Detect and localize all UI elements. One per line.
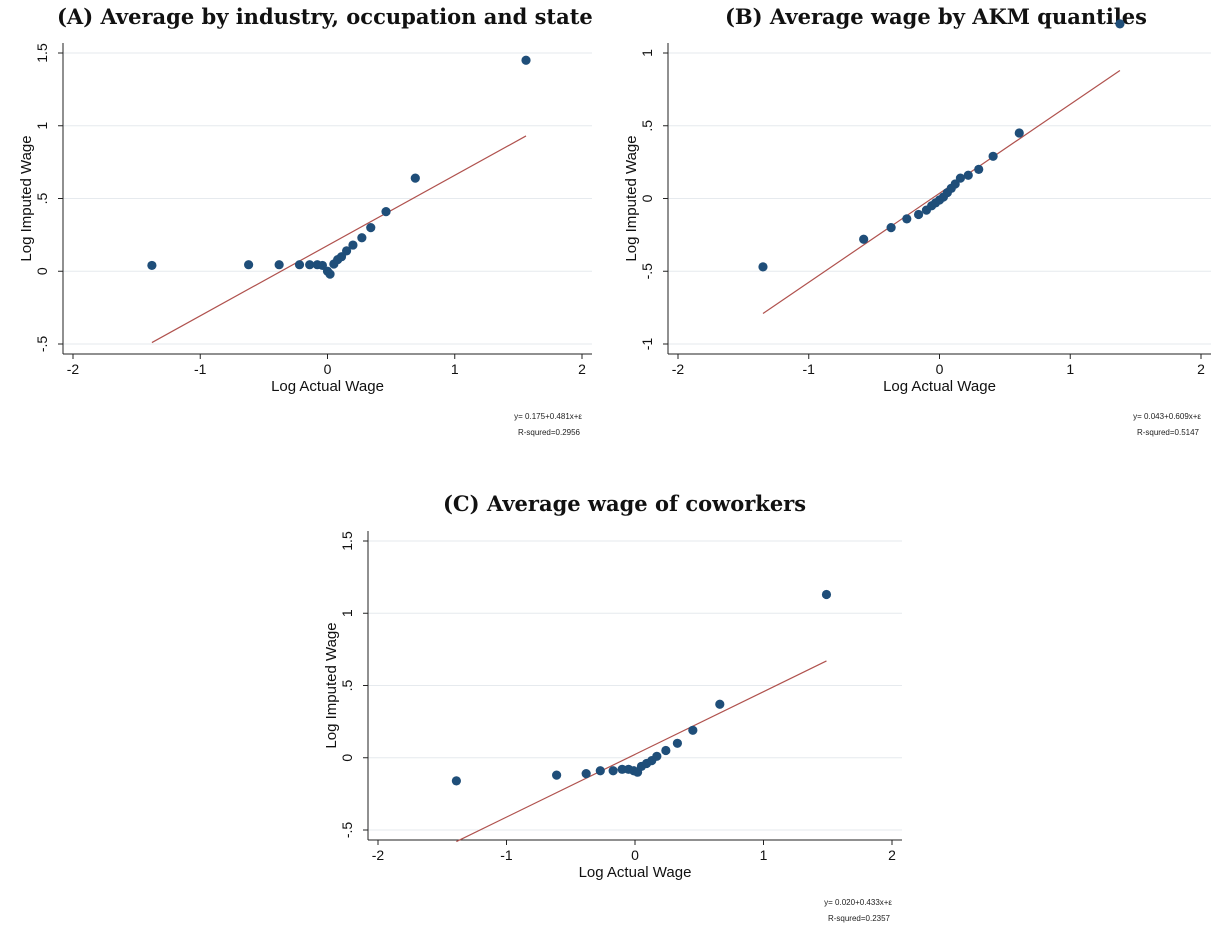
data-point xyxy=(715,699,725,709)
data-point xyxy=(244,260,254,270)
x-axis-title: Log Actual Wage xyxy=(579,864,692,881)
x-axis-title: Log Actual Wage xyxy=(883,378,996,395)
fit-equation: y= 0.043+0.609x+ε xyxy=(1133,412,1201,421)
data-point xyxy=(305,260,315,270)
x-tick-label: -1 xyxy=(194,361,207,377)
data-point xyxy=(595,766,605,776)
panel-c-title: (C) Average wage of coworkers xyxy=(443,491,807,516)
data-point xyxy=(913,209,924,220)
data-point xyxy=(294,260,305,270)
y-tick-label: -.5 xyxy=(639,263,655,280)
fit-equation: y= 0.020+0.433x+ε xyxy=(824,898,892,907)
data-point xyxy=(758,262,768,272)
y-tick-label: -1 xyxy=(639,338,655,351)
x-tick-label: 1 xyxy=(1066,361,1074,377)
y-tick-label: 1 xyxy=(639,49,655,57)
y-axis-title: Log Imputed Wage xyxy=(623,135,640,261)
y-tick-label: -.5 xyxy=(339,822,355,839)
y-tick-label: .5 xyxy=(339,679,355,691)
panel-c-chart: -2 -1 0 1 2 -.5 0 .5 1 1.5 Log Actual Wage Log Impu… xyxy=(323,531,902,923)
y-tick-label: .5 xyxy=(34,192,50,204)
data-point xyxy=(672,738,683,748)
x-tick-label: 2 xyxy=(888,847,896,863)
fit-line xyxy=(151,135,527,344)
x-tick-label: -2 xyxy=(67,361,80,377)
r-squared-note: R-squred=0.2357 xyxy=(828,914,891,923)
data-point xyxy=(147,260,157,271)
data-point xyxy=(381,206,391,217)
data-point xyxy=(963,170,973,180)
r-squared-note: R-squred=0.2956 xyxy=(518,428,581,437)
x-tick-label: -2 xyxy=(672,361,685,377)
data-point xyxy=(688,725,698,735)
x-tick-label: 0 xyxy=(631,847,639,863)
x-tick-label: -1 xyxy=(803,361,816,377)
data-point xyxy=(974,164,984,174)
x-tick-label: 0 xyxy=(936,361,944,377)
data-point xyxy=(274,260,284,270)
y-tick-label: 0 xyxy=(339,754,355,762)
data-point xyxy=(859,234,869,244)
panel-a-chart: -2 -1 0 1 2 -.5 0 .5 1 1.5 Log Actual Wage Log Impu… xyxy=(18,43,592,437)
y-tick-label: 1 xyxy=(34,122,50,130)
data-point xyxy=(652,751,662,761)
x-tick-label: 1 xyxy=(451,361,459,377)
y-tick-label: 0 xyxy=(34,267,50,275)
y-tick-label: -.5 xyxy=(34,336,50,353)
y-axis-title: Log Imputed Wage xyxy=(18,135,35,261)
panel-b-title: (B) Average wage by AKM quantiles xyxy=(725,4,1147,29)
panel-a-title: (A) Average by industry, occupation and … xyxy=(57,4,593,29)
data-point xyxy=(348,240,358,250)
data-point xyxy=(1115,19,1125,29)
data-point xyxy=(955,173,966,183)
fit-equation: y= 0.175+0.481x+ε xyxy=(514,412,582,421)
data-point xyxy=(325,269,335,279)
x-tick-label: 0 xyxy=(324,361,332,377)
data-point xyxy=(821,589,832,600)
y-tick-label: 1.5 xyxy=(34,43,50,63)
r-squared-note: R-squred=0.5147 xyxy=(1137,428,1200,437)
x-tick-label: -2 xyxy=(372,847,385,863)
x-tick-label: -1 xyxy=(500,847,513,863)
data-point xyxy=(357,233,367,243)
data-point xyxy=(410,173,420,183)
fit-line xyxy=(762,69,1121,314)
data-point xyxy=(902,214,912,224)
data-point xyxy=(552,770,562,780)
data-point xyxy=(581,769,591,779)
y-axis-title: Log Imputed Wage xyxy=(323,622,340,748)
y-tick-label: 0 xyxy=(639,194,655,202)
data-point xyxy=(661,745,671,756)
x-tick-label: 2 xyxy=(578,361,586,377)
data-point xyxy=(886,223,896,233)
y-tick-label: 1 xyxy=(339,609,355,617)
x-tick-label: 2 xyxy=(1197,361,1205,377)
data-point xyxy=(1014,128,1024,138)
panel-b-chart: -2 -1 0 1 2 -1 -.5 0 .5 1 Log Actual Wage Log Imput… xyxy=(623,19,1211,437)
data-point xyxy=(617,764,627,774)
data-point xyxy=(608,766,618,776)
data-point xyxy=(988,151,998,161)
x-tick-label: 1 xyxy=(760,847,768,863)
fit-line xyxy=(456,660,827,843)
data-point xyxy=(366,223,376,233)
data-point xyxy=(451,776,461,786)
data-point xyxy=(521,55,531,65)
data-point xyxy=(341,246,352,256)
x-axis-title: Log Actual Wage xyxy=(271,378,384,395)
y-tick-label: .5 xyxy=(639,120,655,132)
y-tick-label: 1.5 xyxy=(339,531,355,551)
